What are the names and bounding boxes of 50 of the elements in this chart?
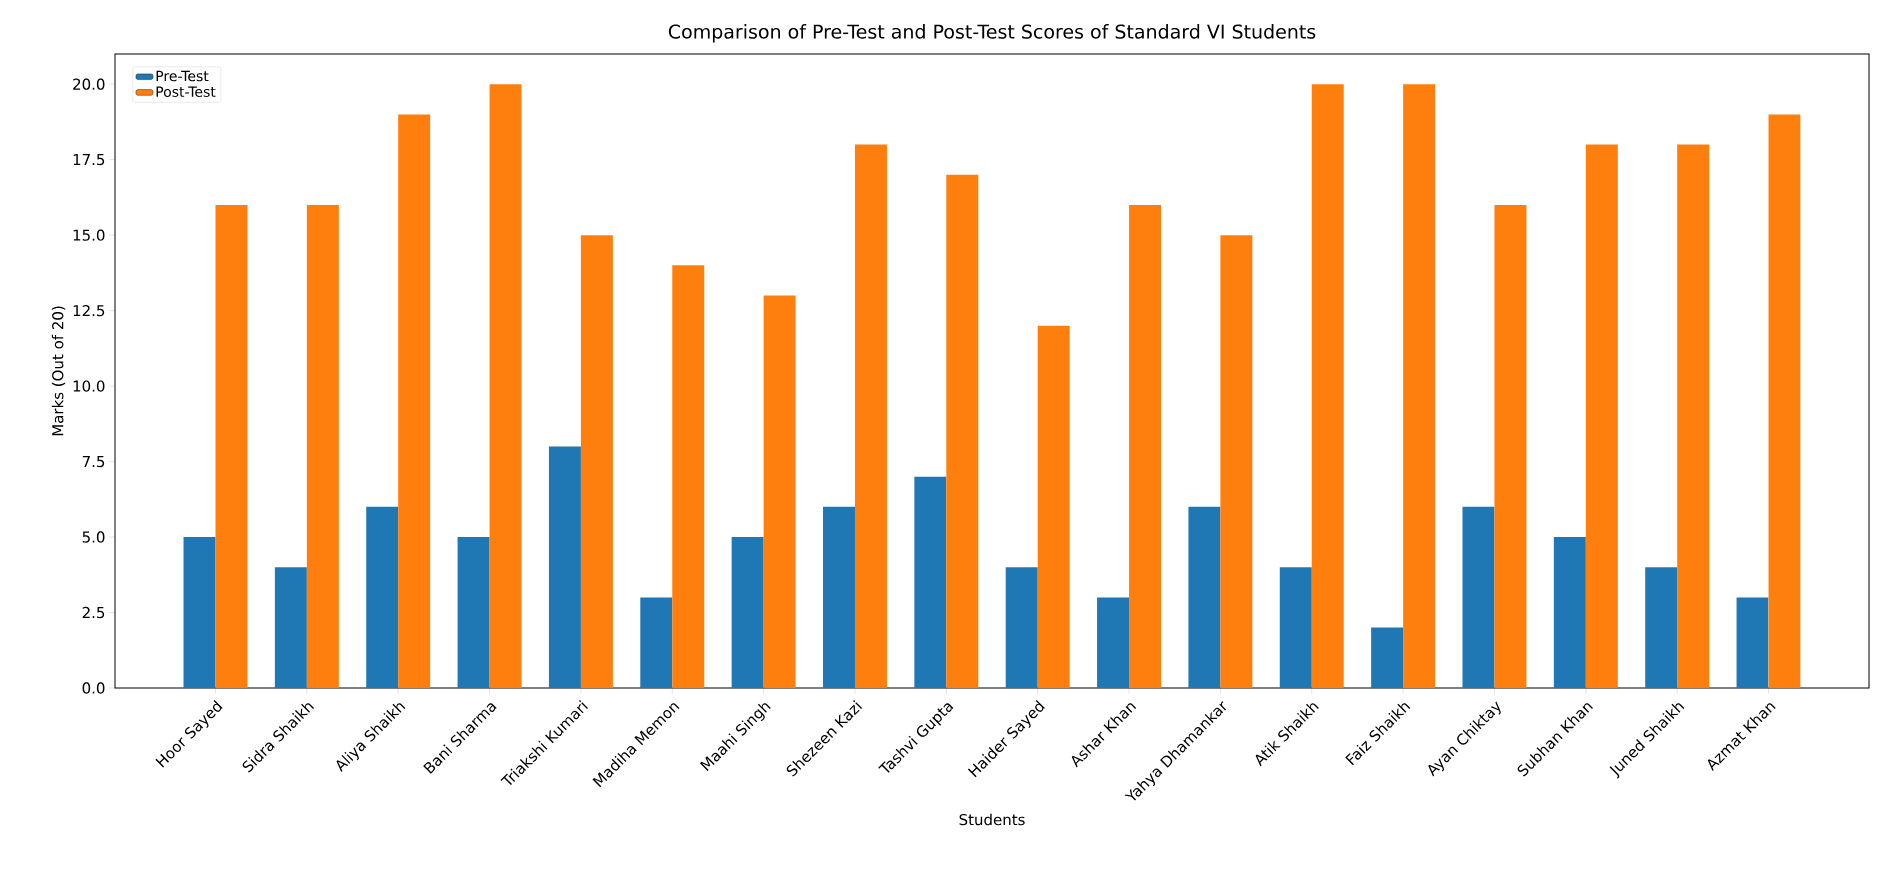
- bar: [1462, 506, 1495, 688]
- y-tick-label: 12.5: [73, 304, 105, 317]
- bar: [1585, 144, 1618, 688]
- bar: [672, 265, 705, 688]
- bar: [489, 84, 522, 688]
- bar: [1005, 567, 1038, 688]
- bar: [580, 235, 613, 688]
- y-axis-title: Marks (Out of 20): [51, 306, 66, 436]
- y-tick-label: 15.0: [73, 229, 105, 241]
- bar: [457, 537, 490, 688]
- bar: [1494, 204, 1527, 688]
- legend-label: Pre-Test: [156, 70, 209, 82]
- y-tick-label: 0.0: [82, 682, 105, 694]
- y-tick-label: 2.5: [82, 606, 105, 619]
- bar: [215, 204, 248, 688]
- bar: [306, 204, 339, 688]
- bar: [823, 506, 855, 688]
- bar: [183, 537, 216, 688]
- bar: [1553, 537, 1586, 688]
- bar: [1037, 325, 1070, 688]
- y-tick-label: 20.0: [73, 78, 105, 90]
- y-tick-label: 17.5: [73, 154, 105, 166]
- bar: [731, 537, 764, 688]
- y-tick-label: 10.0: [73, 380, 105, 392]
- bar: [946, 174, 979, 688]
- bar: [640, 597, 673, 688]
- bar: [1645, 567, 1678, 688]
- chart-title: Comparison of Pre-Test and Post-Test Scores of Standard VI Students: [668, 24, 1316, 43]
- bar: [1403, 84, 1436, 688]
- bar: [1279, 567, 1312, 688]
- bar: [548, 446, 581, 688]
- bar: [854, 144, 887, 688]
- bar: [1736, 597, 1769, 688]
- x-axis-title: Students: [959, 813, 1025, 826]
- bar: [1311, 84, 1344, 688]
- y-tick-label: 7.5: [82, 456, 105, 468]
- legend-label: Post-Test: [156, 86, 216, 97]
- bar: [763, 295, 796, 688]
- bar: [1220, 235, 1253, 688]
- bar: [1677, 144, 1710, 688]
- bar: [274, 567, 307, 688]
- bar: [1129, 204, 1162, 688]
- bar: [1097, 597, 1130, 688]
- bar: [1371, 627, 1404, 688]
- y-tick-label: 5.0: [82, 531, 105, 543]
- bar: [398, 114, 431, 688]
- bar: [1768, 114, 1801, 688]
- bar: [914, 476, 947, 688]
- bar: [1188, 506, 1221, 688]
- bar: [366, 506, 399, 688]
